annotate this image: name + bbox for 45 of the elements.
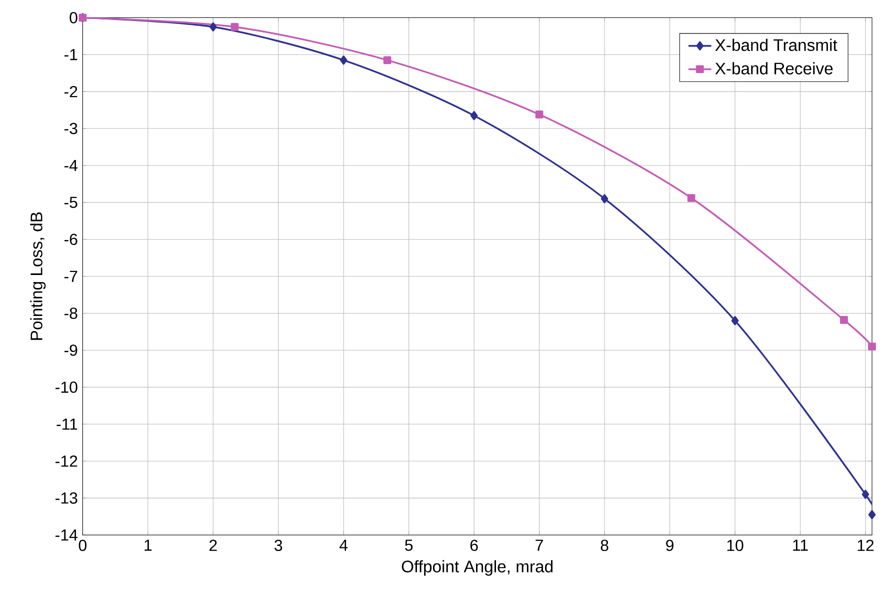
point xyxy=(600,194,608,204)
y-tick-label: -8 xyxy=(64,308,78,319)
y-tick-label: -7 xyxy=(64,270,78,282)
x-tick-label: 8 xyxy=(600,540,608,552)
y-tick-label: -1 xyxy=(64,49,78,60)
y-tick-label: -2 xyxy=(64,86,78,98)
point xyxy=(840,316,848,324)
x-tick-label: 4 xyxy=(340,540,348,551)
x-tick-label: 3 xyxy=(274,540,282,552)
y-tick-label: -6 xyxy=(64,234,78,246)
y-tick-label: -4 xyxy=(64,160,78,171)
x-tick-label: 9 xyxy=(666,540,674,552)
y-axis-title: Pointing Loss, dB xyxy=(30,212,46,340)
point xyxy=(868,510,876,520)
y-tick-label: -10 xyxy=(56,382,78,393)
x-tick-label: 2 xyxy=(209,540,217,551)
y-tick-label: -11 xyxy=(56,418,78,430)
y-tick-label: -3 xyxy=(64,122,78,134)
legend-label: X-band Transmit xyxy=(715,38,838,52)
point xyxy=(383,56,392,64)
legend-label: X-band Receive xyxy=(715,62,833,74)
point xyxy=(209,22,217,32)
x-tick-label: 5 xyxy=(405,540,413,551)
y-tick-label: 0 xyxy=(70,12,78,24)
x-tick-label: 11 xyxy=(793,540,808,551)
point xyxy=(731,316,739,326)
point xyxy=(470,110,478,120)
x-tick-label: 6 xyxy=(470,540,478,552)
x-tick-label: 0 xyxy=(78,540,86,552)
y-tick-label: -14 xyxy=(56,530,78,541)
y-tick-label: -9 xyxy=(64,344,78,356)
x-tick-label: 1 xyxy=(144,540,152,551)
point xyxy=(230,22,239,31)
y-tick-label: -5 xyxy=(64,196,78,208)
point xyxy=(535,110,544,118)
x-axis-title: Offpoint Angle, mrad xyxy=(402,560,553,576)
point xyxy=(340,56,348,65)
point xyxy=(862,490,870,499)
y-tick-label: -13 xyxy=(56,492,78,504)
point xyxy=(868,342,876,350)
x-tick-label: 7 xyxy=(536,540,543,551)
y-tick-label: -12 xyxy=(56,456,78,467)
x-tick-label: 10 xyxy=(727,540,744,552)
x-tick-label: 12 xyxy=(858,540,874,551)
point xyxy=(687,194,696,202)
